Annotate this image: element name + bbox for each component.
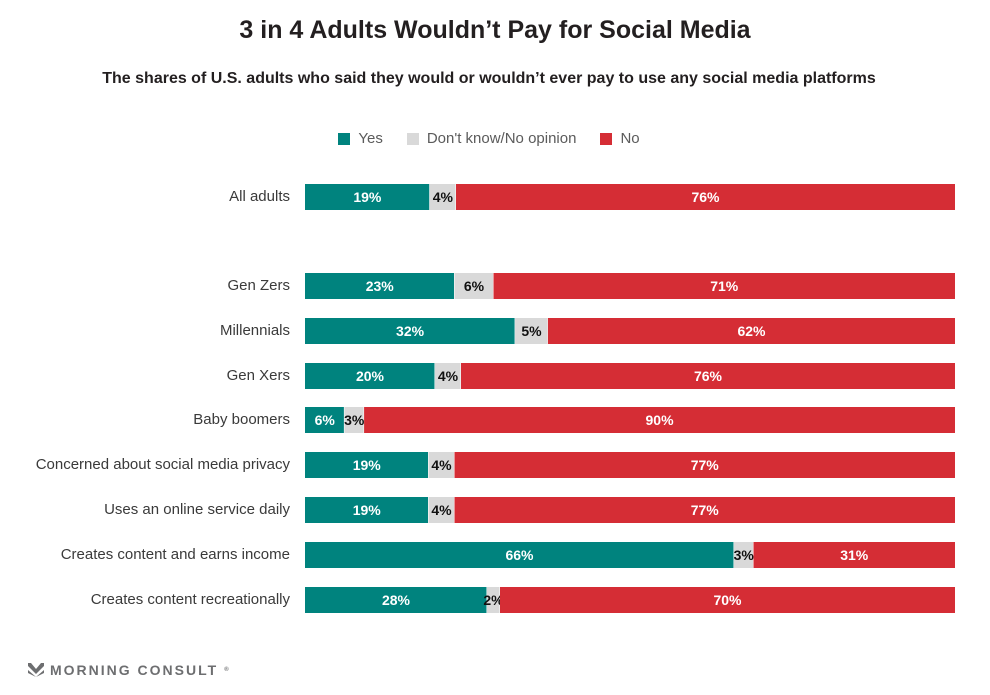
legend-label-dont-know: Don't know/No opinion	[426, 130, 577, 147]
bar-segment-dont-know	[454, 273, 494, 299]
bar-segment-yes	[305, 273, 455, 299]
data-label-yes: 20%	[356, 368, 385, 384]
legend-label-no: No	[620, 130, 640, 147]
bar-row-concerned-about-social-media-privacy: Concerned about social media privacy 19% 4…	[36, 452, 955, 478]
bar-segment-no	[461, 363, 955, 389]
bar-segment-no	[547, 318, 955, 344]
bar-segment-dont-know	[428, 452, 455, 478]
bar-segment-no	[364, 407, 955, 433]
bar-row-uses-an-online-service-daily: Uses an online service daily 19% 4% 77%	[104, 497, 955, 523]
morning-consult-logo: MORNING CONSULT ®	[28, 662, 229, 678]
data-label-dont-know: 4%	[431, 457, 452, 473]
bar-segment-yes	[305, 318, 516, 344]
bar-segment-dont-know	[487, 587, 500, 613]
bar-row-creates-content-and-earns-income: Creates content and earns income 66% 3% 31%	[61, 542, 955, 568]
bar-segment-dont-know	[429, 184, 457, 210]
data-label-no: 77%	[691, 502, 720, 518]
data-label-yes: 19%	[353, 189, 382, 205]
legend-item-no: No	[600, 130, 640, 147]
bar-segment-yes	[305, 363, 435, 389]
data-label-dont-know: 2%	[483, 592, 504, 608]
data-label-dont-know: 5%	[521, 323, 542, 339]
data-label-no: 70%	[713, 592, 742, 608]
category-label: Concerned about social media privacy	[36, 456, 291, 473]
bar-row-millennials: Millennials 32% 5% 62%	[220, 318, 955, 344]
bar-segment-no	[454, 452, 955, 478]
data-label-no: 90%	[646, 412, 675, 428]
legend-swatch-no	[600, 132, 613, 145]
data-label-dont-know: 4%	[438, 368, 459, 384]
data-label-yes: 6%	[315, 412, 336, 428]
bar-segment-no	[493, 273, 955, 299]
data-label-yes: 28%	[382, 592, 411, 608]
data-label-yes: 23%	[366, 278, 395, 294]
data-label-dont-know: 3%	[734, 547, 755, 563]
morning-consult-chevron-icon	[28, 663, 44, 677]
bar-segment-no	[456, 184, 955, 210]
data-label-dont-know: 4%	[433, 189, 454, 205]
bar-segment-yes	[305, 407, 345, 433]
legend-item-dont-know: Don't know/No opinion	[406, 130, 577, 147]
data-label-yes: 32%	[396, 323, 425, 339]
logo-registered-mark: ®	[224, 667, 229, 673]
data-label-dont-know: 3%	[344, 412, 365, 428]
data-label-no: 71%	[710, 278, 739, 294]
bar-segment-yes	[305, 497, 429, 523]
bar-segment-dont-know	[344, 407, 365, 433]
chart-title: 3 in 4 Adults Wouldn’t Pay for Social Me…	[239, 16, 751, 44]
category-label: Millennials	[220, 322, 290, 339]
category-label: Gen Zers	[227, 277, 290, 294]
category-label: All adults	[229, 188, 290, 205]
data-label-no: 77%	[691, 457, 720, 473]
bar-segment-yes	[305, 587, 487, 613]
bar-row-creates-content-recreationally: Creates content recreationally 28% 2% 70%	[91, 587, 955, 613]
bar-row-all-adults: All adults 19% 4% 76%	[229, 184, 955, 210]
data-label-dont-know: 6%	[464, 278, 485, 294]
bar-segment-dont-know	[734, 542, 754, 568]
data-label-yes: 66%	[505, 547, 534, 563]
data-label-dont-know: 4%	[431, 502, 452, 518]
bar-row-gen-zers: Gen Zers 23% 6% 71%	[227, 273, 955, 299]
bar-segment-dont-know	[515, 318, 548, 344]
category-label: Uses an online service daily	[104, 501, 290, 518]
bar-segment-dont-know	[428, 497, 455, 523]
data-label-no: 62%	[737, 323, 766, 339]
category-label: Creates content and earns income	[61, 546, 290, 563]
data-label-yes: 19%	[353, 502, 382, 518]
bar-segment-no	[753, 542, 955, 568]
bar-row-baby-boomers: Baby boomers 6% 3% 90%	[193, 407, 955, 433]
data-label-no: 31%	[840, 547, 869, 563]
bar-segment-dont-know	[435, 363, 461, 389]
category-label: Creates content recreationally	[91, 591, 291, 608]
bar-segment-yes	[305, 184, 430, 210]
data-label-yes: 19%	[353, 457, 382, 473]
legend-swatch-yes	[338, 132, 351, 145]
legend: Yes Don't know/No opinion No	[0, 130, 978, 147]
bar-segment-yes	[305, 542, 734, 568]
bar-segment-no	[454, 497, 955, 523]
legend-swatch-dont-know	[406, 132, 419, 145]
legend-label-yes: Yes	[358, 130, 383, 147]
bar-segment-yes	[305, 452, 429, 478]
legend-item-yes: Yes	[338, 130, 383, 147]
category-label: Gen Xers	[227, 367, 290, 384]
bar-row-gen-xers: Gen Xers 20% 4% 76%	[227, 363, 955, 389]
bar-segment-no	[500, 587, 955, 613]
data-label-no: 76%	[694, 368, 723, 384]
data-label-no: 76%	[691, 189, 720, 205]
logo-text: MORNING CONSULT	[50, 662, 219, 678]
chart-subtitle: The shares of U.S. adults who said they …	[102, 70, 876, 87]
category-label: Baby boomers	[193, 411, 290, 428]
